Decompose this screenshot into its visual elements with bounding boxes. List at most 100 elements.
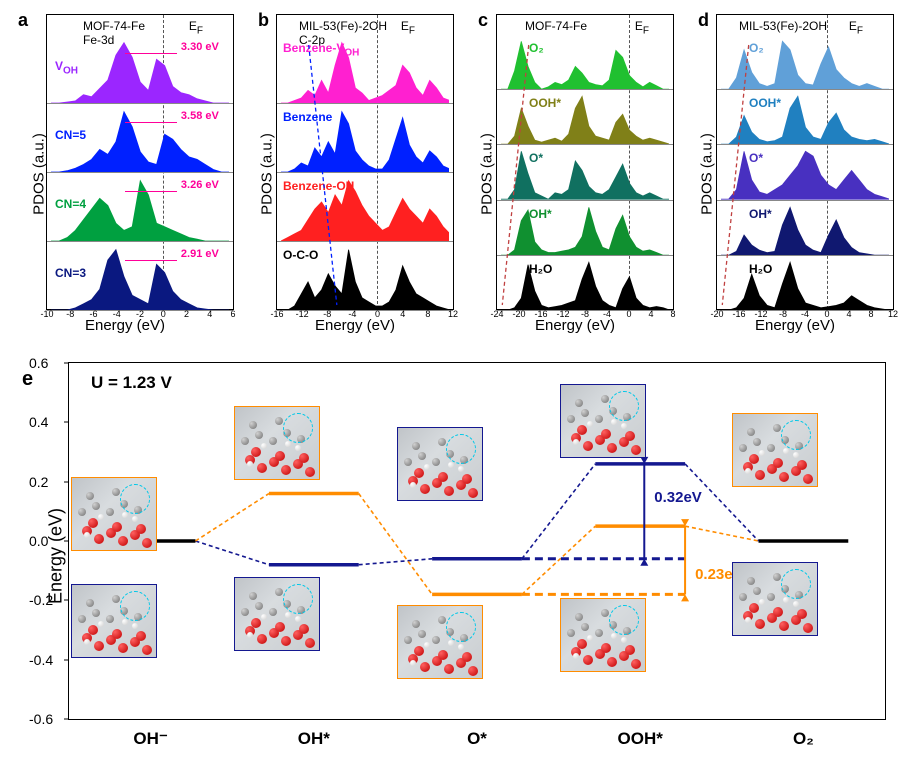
y-tick: 0.6 — [29, 355, 48, 371]
panel-c-xlabel: Energy (eV) — [535, 317, 615, 334]
series-label: CN=3 — [55, 266, 86, 280]
x-tick: -24 — [490, 309, 503, 319]
panel-b-ef: EF — [401, 19, 415, 36]
subplot: OH* — [497, 201, 673, 256]
panel-c-title1: MOF-74-Fe — [525, 19, 587, 33]
subplot: OH* — [717, 201, 893, 256]
x-tick: -20 — [710, 309, 723, 319]
ev-arrow — [125, 260, 177, 261]
ev-arrow — [125, 191, 177, 192]
y-tick: 0.2 — [29, 474, 48, 490]
series-label: OOH* — [749, 96, 781, 110]
panel-d-title1: MIL-53(Fe)-2OH — [739, 19, 827, 33]
y-tick: -0.6 — [29, 711, 53, 727]
x-tick: -20 — [512, 309, 525, 319]
panel-e-ylabel: Energy (eV) — [46, 508, 67, 604]
spectrum — [501, 257, 670, 310]
y-tick: 0.4 — [29, 414, 48, 430]
spectrum — [721, 146, 890, 199]
panel-c-ef: EF — [635, 19, 649, 36]
subplot: OOH* — [717, 90, 893, 145]
x-tick: 4 — [207, 309, 212, 319]
y-tick: -0.4 — [29, 652, 53, 668]
x-tick: 12 — [888, 309, 898, 319]
series-label: O-C-O — [283, 248, 318, 262]
series-label: OH* — [529, 207, 552, 221]
spectrum — [721, 36, 890, 89]
ev-arrow — [125, 53, 177, 54]
panel-b-ylabel: PDOS (a.u.) — [258, 133, 275, 215]
x-step-label: OOH* — [618, 729, 663, 749]
subplot: O₂ — [717, 35, 893, 90]
y-tick-mark — [64, 659, 69, 660]
spectrum — [501, 91, 670, 144]
structure-thumb — [234, 406, 320, 480]
x-tick: 6 — [230, 309, 235, 319]
panel-c-ylabel: PDOS (a.u.) — [478, 133, 495, 215]
series-label: VOH — [55, 59, 78, 76]
series-label: OH* — [749, 207, 772, 221]
subplot: H₂O — [497, 256, 673, 311]
spectrum — [501, 36, 670, 89]
structure-thumb — [234, 577, 320, 651]
panel-a-xlabel: Energy (eV) — [85, 317, 165, 334]
series-label: H₂O — [749, 262, 772, 276]
panel-e-frame: U = 1.23 V -0.6-0.4-0.20.00.20.40.6OH⁻OH… — [68, 362, 886, 720]
panel-a-label: a — [18, 10, 28, 31]
series-label: Benzene — [283, 110, 332, 124]
top-panels-row: a MOF-74-Fe Fe-3d EF VOH3.30 eVCN=53.58 … — [0, 0, 910, 348]
x-tick: 8 — [670, 309, 675, 319]
panel-c-frame: MOF-74-Fe EF O₂OOH*O*OH*H₂O-24-20-16-12-… — [496, 14, 674, 310]
panel-b-xlabel: Energy (eV) — [315, 317, 395, 334]
panel-d-ef: EF — [849, 19, 863, 36]
x-tick: 4 — [400, 309, 405, 319]
subplot: Benzene-OH — [277, 173, 453, 242]
x-step-label: O* — [467, 729, 487, 749]
panel-b-title1: MIL-53(Fe)-2OH — [299, 19, 387, 33]
structure-thumb — [732, 413, 818, 487]
panel-b: b MIL-53(Fe)-2OH C-2p EF Benzene-VOHBenz… — [252, 8, 458, 340]
ev-arrow — [125, 122, 177, 123]
ev-annotation: 2.91 eV — [181, 248, 219, 260]
series-label: O* — [749, 151, 763, 165]
ev-annotation: 3.58 eV — [181, 110, 219, 122]
panel-a-ef: EF — [189, 19, 203, 36]
spectrum — [721, 257, 890, 310]
x-tick: -16 — [732, 309, 745, 319]
subplot: O-C-O — [277, 242, 453, 311]
panel-c: c MOF-74-Fe EF O₂OOH*O*OH*H₂O-24-20-16-1… — [472, 8, 678, 340]
panel-a-ylabel: PDOS (a.u.) — [30, 133, 47, 215]
subplot: O₂ — [497, 35, 673, 90]
subplot: O* — [717, 145, 893, 200]
subplot: Benzene-VOH — [277, 35, 453, 104]
y-tick-mark — [64, 719, 69, 720]
ev-annotation: 3.30 eV — [181, 41, 219, 53]
y-tick-mark — [64, 422, 69, 423]
panel-b-frame: MIL-53(Fe)-2OH C-2p EF Benzene-VOHBenzen… — [276, 14, 454, 310]
series-label: O* — [529, 151, 543, 165]
panel-d-frame: MIL-53(Fe)-2OH EF O₂OOH*O*OH*H₂O-20-16-1… — [716, 14, 894, 310]
panel-a: a MOF-74-Fe Fe-3d EF VOH3.30 eVCN=53.58 … — [12, 8, 238, 340]
x-tick: 2 — [184, 309, 189, 319]
x-tick: -16 — [270, 309, 283, 319]
structure-thumb — [397, 605, 483, 679]
panel-b-label: b — [258, 10, 269, 31]
panel-e-label: e — [22, 368, 33, 391]
series-label: Benzene-VOH — [283, 41, 359, 58]
series-label: OOH* — [529, 96, 561, 110]
x-step-label: OH⁻ — [133, 729, 167, 749]
subplot: H₂O — [717, 256, 893, 311]
x-tick: -8 — [66, 309, 74, 319]
subplot: VOH 3.30 eV — [47, 35, 233, 104]
panel-a-frame: MOF-74-Fe Fe-3d EF VOH3.30 eVCN=53.58 eV… — [46, 14, 234, 310]
series-label: CN=4 — [55, 197, 86, 211]
x-tick: 0 — [626, 309, 631, 319]
x-tick: 8 — [425, 309, 430, 319]
x-tick: 8 — [868, 309, 873, 319]
x-tick: -10 — [40, 309, 53, 319]
structure-thumb — [560, 384, 646, 458]
ev-annotation: 3.26 eV — [181, 179, 219, 191]
barrier-navy-label: 0.32eV — [654, 489, 702, 506]
structure-thumb — [71, 477, 157, 551]
x-tick: 4 — [648, 309, 653, 319]
